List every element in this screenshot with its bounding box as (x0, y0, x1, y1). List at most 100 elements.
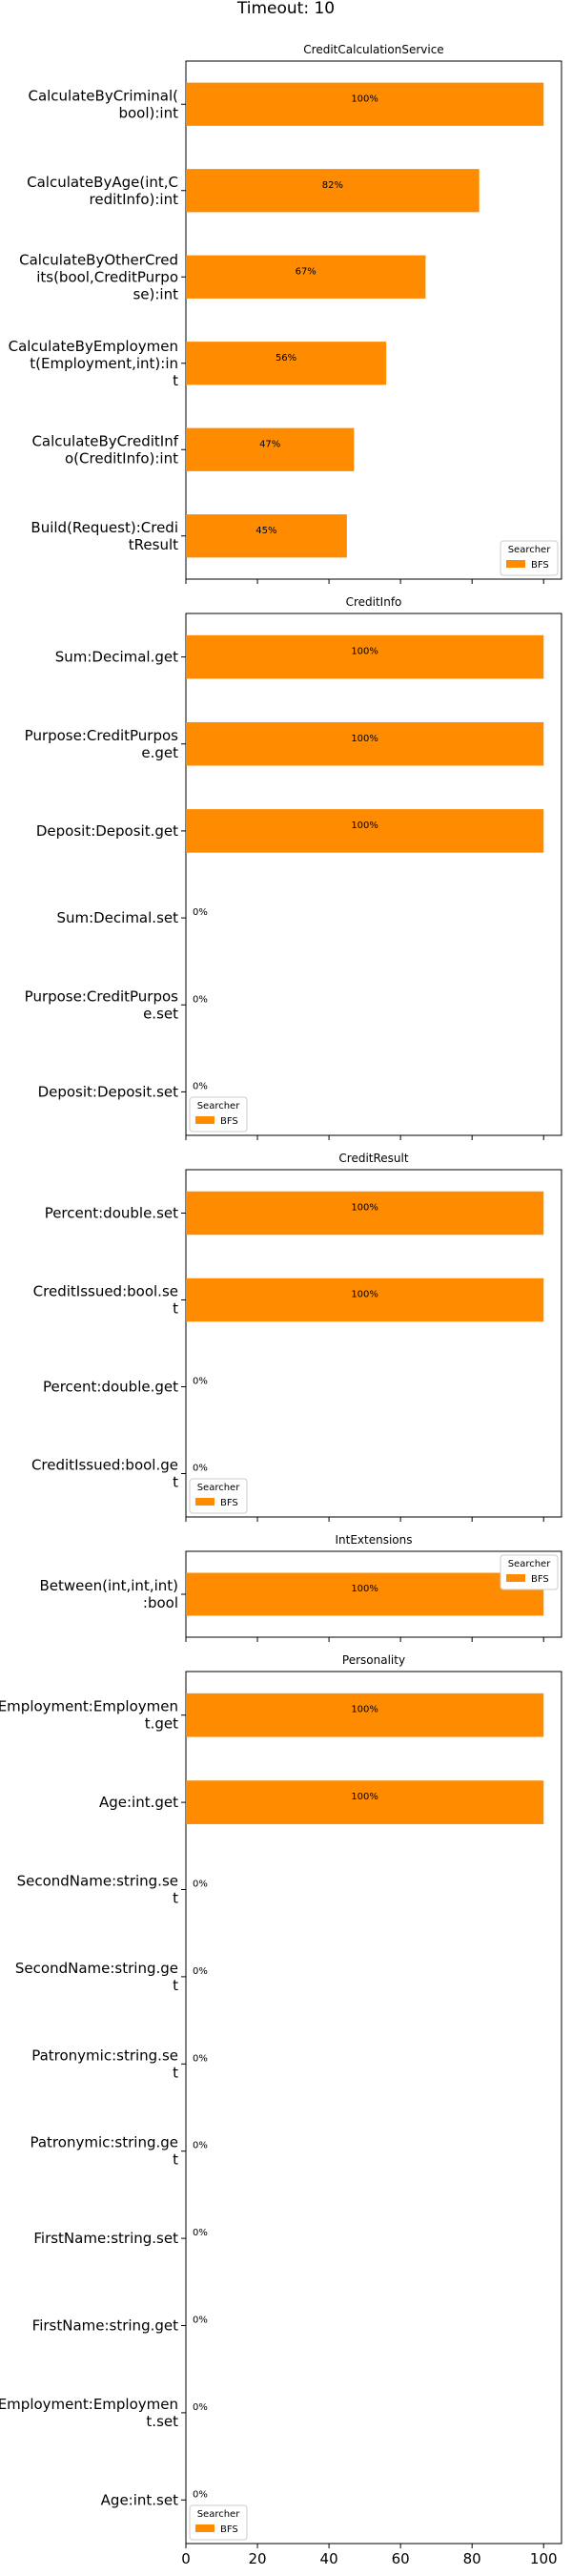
chart-title: IntExtensions (335, 1533, 412, 1547)
legend-swatch (506, 1574, 525, 1582)
category-label-line: Employment:Employmen (0, 2396, 178, 2413)
category-label: Employment:Employmen t.set (0, 2396, 178, 2430)
bar (186, 1780, 544, 1824)
legend-swatch (195, 1116, 214, 1124)
bar (186, 1693, 544, 1737)
category-label: CalculateByEmploymen t(Employment,int):in… (9, 338, 179, 389)
category-label: Percent:double.get (43, 1379, 178, 1396)
category-label: CalculateByCreditInf o(CreditInfo):int (31, 432, 178, 467)
bar-value-label: 0% (193, 1966, 208, 1977)
category-label-line: FirstName:string.get (32, 2317, 178, 2335)
chart-panel: CreditCalculationService 100% CalculateByC… (9, 43, 562, 584)
category-label-line: t (173, 1300, 178, 1318)
category-label-line: t (173, 372, 178, 389)
bar-value-label: 100% (351, 734, 378, 744)
category-label: SecondName:string.se t (17, 1873, 179, 1907)
category-label-line: CalculateByEmploymen (9, 338, 178, 355)
bar (186, 427, 355, 471)
category-label-line: t (173, 2064, 178, 2081)
category-label: CalculateByOtherCred its(bool,CreditPurpo… (19, 251, 178, 302)
category-label-line: t (173, 1474, 178, 1491)
category-label-line: CalculateByCreditInf (31, 432, 178, 449)
category-label-line: CalculateByOtherCred (19, 251, 178, 268)
category-label-line: e.set (143, 1005, 178, 1022)
bar-value-label: 100% (351, 647, 378, 657)
category-label-line: SecondName:string.ge (15, 1960, 178, 1977)
chart-panel: CreditResult 100% Percent:double.set 100% Cr… (31, 1152, 562, 1522)
bar-value-label: 56% (276, 353, 296, 364)
category-label: Build(Request):Credi tResult (31, 519, 178, 553)
x-tick-label: 0 (181, 2550, 191, 2567)
category-label-line: t(Employment,int):in (30, 355, 178, 372)
x-tick-label: 40 (320, 2550, 338, 2567)
category-label-line: o(CreditInfo):int (65, 449, 178, 467)
bar-value-label: 0% (193, 2402, 208, 2413)
legend-label: BFS (531, 1574, 549, 1585)
category-label: Age:int.set (101, 2491, 178, 2508)
bar (186, 342, 387, 385)
bar (186, 634, 544, 679)
category-label: Between(int,int,int):bool (39, 1577, 178, 1611)
chart-title: CreditInfo (346, 595, 402, 609)
bar (186, 1278, 544, 1322)
bar-value-label: 0% (193, 2489, 208, 2500)
category-label-line: :bool (143, 1594, 178, 1611)
legend-title: Searcher (508, 545, 552, 555)
legend-title: Searcher (197, 1101, 241, 1111)
category-label-line: t.get (145, 1715, 178, 1733)
category-label-line: CalculateByCriminal( (28, 87, 178, 104)
legend: Searcher BFS (189, 1478, 248, 1514)
legend-label: BFS (531, 560, 549, 571)
category-label: CreditIssued:bool.ge t (31, 1457, 178, 1491)
category-label-line: its(bool,CreditPurpo (36, 268, 178, 285)
bar-value-label: 0% (193, 2053, 208, 2064)
x-tick-label: 60 (392, 2550, 410, 2567)
axes-frame (185, 1671, 562, 2545)
category-label-line: t (173, 1977, 178, 1994)
bar-value-label: 0% (193, 1377, 208, 1387)
category-label-line: tResult (129, 536, 178, 553)
category-label-line: t.set (146, 2413, 178, 2430)
category-label: Age:int.get (99, 1794, 178, 1811)
category-label: SecondName:string.ge t (15, 1960, 178, 1994)
category-label-line: Purpose:CreditPurpos (25, 727, 179, 744)
category-label-line: reditInfo):int (90, 191, 179, 208)
legend-label: BFS (220, 2524, 238, 2535)
category-label-line: Patronymic:string.ge (30, 2134, 178, 2151)
x-tick-label: 100 (530, 2550, 558, 2567)
bar-value-label: 82% (322, 180, 343, 191)
category-label-line: Deposit:Deposit.set (38, 1083, 179, 1100)
bar-value-label: 0% (193, 2316, 208, 2326)
category-label: Sum:Decimal.get (55, 649, 178, 666)
chart-panel: CreditInfo 100% Sum:Decimal.get 100% Purpose… (25, 595, 562, 1140)
axes-frame (185, 613, 562, 1136)
axes-frame (185, 60, 562, 580)
bar (186, 82, 544, 126)
legend: Searcher BFS (500, 1554, 559, 1590)
bar-value-label: 0% (193, 1464, 208, 1474)
category-label: Deposit:Deposit.get (36, 822, 178, 840)
category-label-line: Deposit:Deposit.get (36, 822, 178, 840)
chart-title: CreditCalculationService (303, 43, 443, 56)
category-label-line: Sum:Decimal.set (56, 909, 178, 926)
legend: Searcher BFS (500, 540, 559, 576)
category-label: Purpose:CreditPurpos e.get (25, 727, 179, 761)
bar-value-label: 100% (351, 1203, 378, 1214)
bar (186, 1191, 544, 1236)
category-label-line: Purpose:CreditPurpos (25, 987, 179, 1005)
legend: Searcher BFS (189, 1096, 248, 1132)
category-label-line: Employment:Employmen (0, 1698, 178, 1715)
category-label: CalculateByAge(int,C reditInfo):int (27, 174, 178, 208)
category-label: Patronymic:string.se t (31, 2046, 178, 2081)
category-label-line: se):int (133, 285, 178, 302)
category-label: CreditIssued:bool.se t (33, 1283, 178, 1318)
chart-title: Personality (342, 1653, 405, 1667)
bar-value-label: 100% (351, 1290, 378, 1300)
legend: Searcher BFS (189, 2504, 248, 2541)
bar (186, 1572, 544, 1616)
category-label: Sum:Decimal.set (56, 909, 178, 926)
category-label-line: FirstName:string.set (33, 2230, 178, 2247)
category-label: Percent:double.set (45, 1205, 178, 1222)
legend-title: Searcher (197, 2509, 241, 2520)
chart-panel: IntExtensions 100% Between(int,int,int):bo… (39, 1533, 562, 1642)
